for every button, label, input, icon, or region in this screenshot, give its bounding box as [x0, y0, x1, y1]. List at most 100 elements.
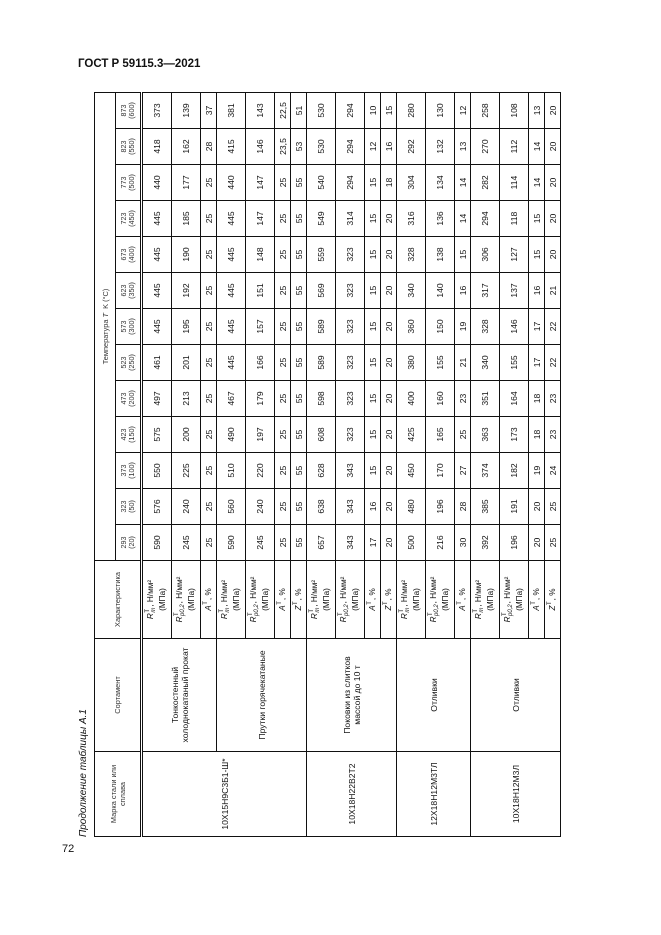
value-cell: 55 — [290, 380, 307, 417]
table-row: 10Х18Н22В2Т2 Поковки из слитков массой до… — [306, 92, 397, 837]
value-cell: 351 — [470, 380, 500, 417]
temp-celsius: (300) — [127, 318, 136, 335]
symbol-superscript: T — [530, 601, 537, 605]
value-cell: 20 — [380, 200, 397, 237]
value-cell: 173 — [499, 416, 529, 453]
value-cell: 30 — [454, 524, 471, 561]
value-cell: 18 — [528, 380, 545, 417]
value-cell: 445 — [141, 200, 172, 237]
value-cell: 500 — [396, 524, 426, 561]
temp-celsius: (50) — [127, 500, 136, 513]
value-cell: 12 — [364, 128, 381, 165]
value-cell: 323 — [335, 380, 365, 417]
value-cell: 608 — [306, 416, 336, 453]
value-cell: 323 — [335, 344, 365, 381]
value-cell: 118 — [499, 200, 529, 237]
column-header-grade: Марка стали или сплава — [94, 751, 142, 837]
value-cell: 13 — [454, 128, 471, 165]
value-cell: 25 — [274, 416, 291, 453]
value-cell: 15 — [364, 236, 381, 273]
value-cell: 314 — [335, 200, 365, 237]
symbol: R — [220, 613, 229, 620]
value-cell: 55 — [290, 164, 307, 201]
table-caption: Продолжение таблицы А.1 — [78, 709, 89, 837]
value-cell: 170 — [425, 452, 455, 489]
value-cell: 559 — [306, 236, 336, 273]
value-cell: 576 — [141, 488, 172, 525]
value-cell: 27 — [454, 452, 471, 489]
rotated-table-block: Продолжение таблицы А.1 Марка стали или … — [76, 92, 565, 837]
unit-alt: (МПа) — [486, 588, 495, 611]
unit: , Н/мм² — [310, 579, 319, 607]
value-cell: 19 — [454, 308, 471, 345]
value-cell: 340 — [470, 344, 500, 381]
symbol: Z — [383, 605, 393, 611]
value-cell: 25 — [200, 272, 217, 309]
product-form: Отливки — [470, 638, 561, 752]
value-cell: 55 — [290, 344, 307, 381]
temp-celsius: (350) — [127, 282, 136, 299]
value-cell: 445 — [216, 236, 246, 273]
symbol-superscript: T — [276, 601, 283, 605]
value-cell: 530 — [306, 128, 336, 165]
value-cell: 22 — [544, 308, 561, 345]
value-cell: 16 — [364, 488, 381, 525]
value-cell: 51 — [290, 92, 307, 129]
value-cell: 25 — [200, 416, 217, 453]
value-cell: 20 — [380, 524, 397, 561]
value-cell: 20 — [544, 164, 561, 201]
value-cell: 549 — [306, 200, 336, 237]
value-cell: 55 — [290, 272, 307, 309]
value-cell: 21 — [454, 344, 471, 381]
value-cell: 25 — [274, 272, 291, 309]
steel-grade: 10Х15Н9С3Б1-Ш* — [141, 751, 307, 837]
value-cell: 18 — [528, 416, 545, 453]
symbol: R — [175, 616, 184, 623]
temp-celsius: (600) — [127, 102, 136, 119]
unit: , % — [457, 588, 467, 601]
product-form: Тонкостенный холоднокатаный прокат — [141, 638, 217, 752]
temperature-column-header: 823 (550) — [115, 128, 142, 165]
symbol-indices: T — [367, 601, 379, 605]
temperature-column-header: 473 (200) — [115, 380, 142, 417]
value-cell: 445 — [141, 236, 172, 273]
symbol-superscript: T — [366, 601, 373, 605]
value-cell: 22,5 — [274, 92, 291, 129]
value-cell: 25 — [200, 488, 217, 525]
unit: , % — [367, 588, 377, 601]
value-cell: 22 — [544, 344, 561, 381]
value-cell: 294 — [470, 200, 500, 237]
header-row: Марка стали или сплава Сортамент Характери… — [94, 92, 142, 837]
value-cell: 112 — [499, 128, 529, 165]
value-cell: 392 — [470, 524, 500, 561]
value-cell: 196 — [499, 524, 529, 561]
value-cell: 15 — [364, 200, 381, 237]
temperature-title: Температура — [100, 317, 110, 365]
column-header-product: Сортамент — [94, 638, 142, 752]
value-cell: 569 — [306, 272, 336, 309]
value-cell: 25 — [544, 488, 561, 525]
symbol: A — [203, 605, 213, 611]
value-cell: 108 — [499, 92, 529, 129]
symbol-indices: T — [293, 601, 305, 605]
symbol: A — [531, 605, 541, 611]
value-cell: 23 — [454, 380, 471, 417]
value-cell: 148 — [245, 236, 275, 273]
unit: , Н/мм² — [503, 576, 512, 604]
value-cell: 258 — [470, 92, 500, 129]
